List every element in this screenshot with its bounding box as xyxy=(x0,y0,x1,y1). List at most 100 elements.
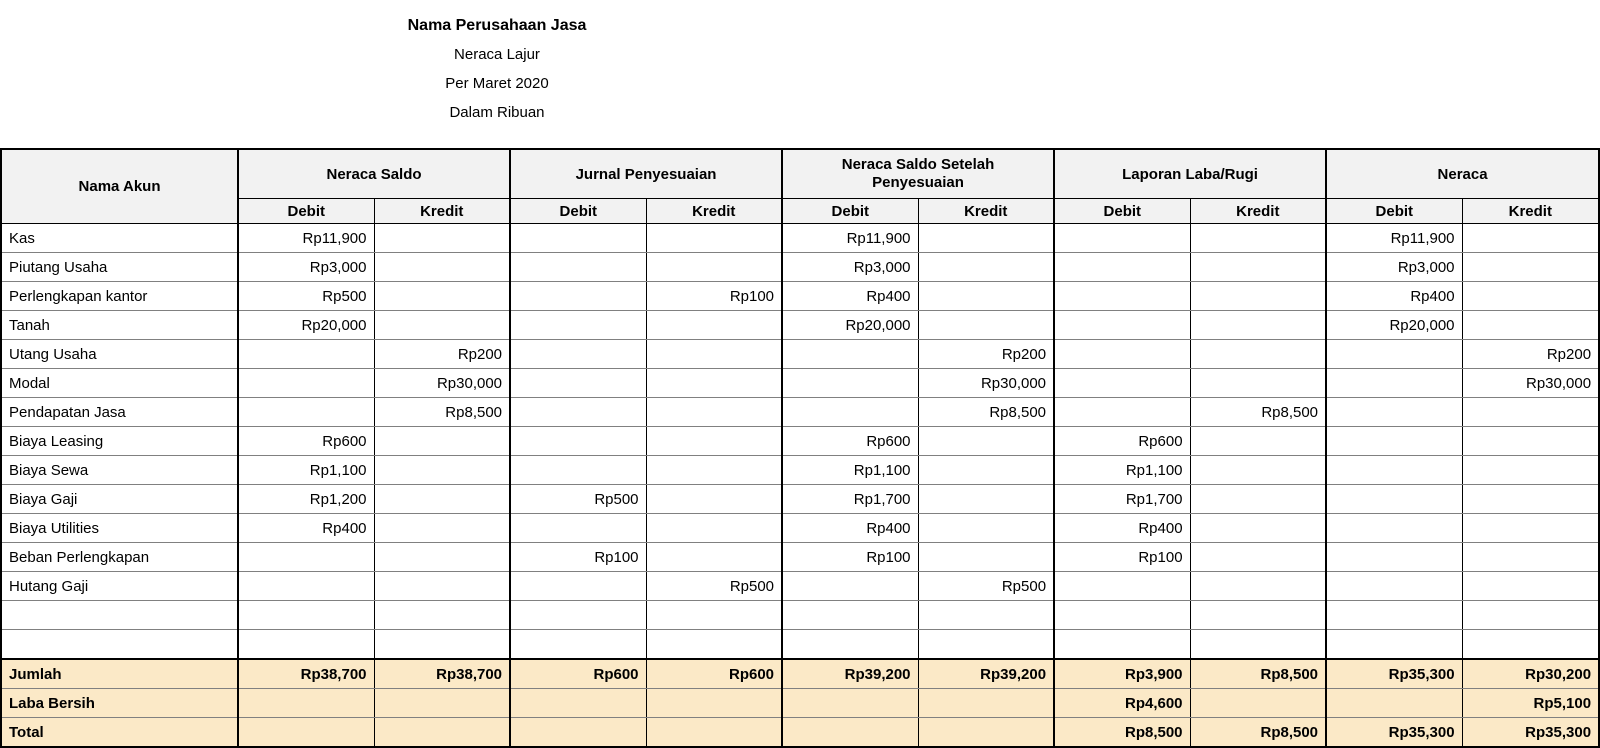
value-cell: Rp5,100 xyxy=(1461,688,1600,718)
value-cell xyxy=(373,688,512,718)
value-cell xyxy=(509,455,647,485)
value-cell xyxy=(1461,426,1600,456)
value-cell: Rp8,500 xyxy=(1189,397,1328,427)
account-name-cell xyxy=(0,600,239,630)
value-cell: Rp35,300 xyxy=(1325,717,1463,748)
value-cell xyxy=(1053,310,1191,340)
value-cell: Rp100 xyxy=(509,542,647,572)
value-cell xyxy=(645,542,784,572)
value-cell: Rp1,100 xyxy=(237,455,375,485)
value-cell xyxy=(781,397,919,427)
account-name-cell: Perlengkapan kantor xyxy=(0,281,239,311)
value-cell xyxy=(917,484,1056,514)
value-cell: Rp100 xyxy=(1053,542,1191,572)
table-row: Perlengkapan kantor Rp500 Rp100 Rp400 Rp400 xyxy=(0,281,1600,311)
value-cell: Rp400 xyxy=(781,513,919,543)
value-cell: Rp100 xyxy=(645,281,784,311)
value-cell xyxy=(509,571,647,601)
value-cell: Rp1,700 xyxy=(1053,484,1191,514)
value-cell xyxy=(781,368,919,398)
value-cell xyxy=(1325,600,1463,630)
value-cell: Rp35,300 xyxy=(1325,658,1463,689)
account-name-cell: Pendapatan Jasa xyxy=(0,397,239,427)
value-cell xyxy=(373,455,512,485)
value-cell xyxy=(1325,368,1463,398)
table-row: Modal Rp30,000 Rp30,000 Rp30,000 xyxy=(0,368,1600,398)
value-cell xyxy=(237,629,375,660)
value-cell xyxy=(1461,252,1600,282)
value-cell xyxy=(237,397,375,427)
value-cell xyxy=(509,717,647,748)
value-cell xyxy=(1053,339,1191,369)
value-cell xyxy=(645,339,784,369)
account-name-cell: Total xyxy=(0,717,239,748)
value-cell xyxy=(237,688,375,718)
value-cell xyxy=(645,688,784,718)
account-name-cell: Biaya Utilities xyxy=(0,513,239,543)
value-cell xyxy=(645,310,784,340)
value-cell xyxy=(373,223,512,253)
value-cell xyxy=(1053,281,1191,311)
value-cell: Rp11,900 xyxy=(237,223,375,253)
subheader-debit: Debit xyxy=(237,198,375,224)
value-cell xyxy=(917,513,1056,543)
report-unit: Dalam Ribuan xyxy=(449,104,545,121)
value-cell xyxy=(645,397,784,427)
value-cell xyxy=(917,455,1056,485)
value-cell xyxy=(509,368,647,398)
value-cell: Rp200 xyxy=(1461,339,1600,369)
value-cell xyxy=(373,717,512,748)
value-cell xyxy=(509,281,647,311)
value-cell xyxy=(509,310,647,340)
value-cell: Rp500 xyxy=(645,571,784,601)
value-cell xyxy=(1325,688,1463,718)
value-cell xyxy=(781,717,919,748)
value-cell xyxy=(1189,339,1328,369)
value-cell: Rp500 xyxy=(509,484,647,514)
value-cell: Rp20,000 xyxy=(237,310,375,340)
value-cell xyxy=(509,600,647,630)
value-cell xyxy=(373,484,512,514)
subheader-kredit: Kredit xyxy=(917,198,1056,224)
subheader-kredit: Kredit xyxy=(1461,198,1600,224)
value-cell xyxy=(917,252,1056,282)
value-cell xyxy=(1053,397,1191,427)
value-cell: Rp200 xyxy=(917,339,1056,369)
value-cell: Rp35,300 xyxy=(1461,717,1600,748)
value-cell: Rp600 xyxy=(645,658,784,689)
value-cell xyxy=(1461,223,1600,253)
table-row: Laba Bersih Rp4,600 Rp5,100 xyxy=(0,688,1600,718)
value-cell: Rp400 xyxy=(781,281,919,311)
value-cell: Rp8,500 xyxy=(1189,717,1328,748)
value-cell xyxy=(373,426,512,456)
table-row: Hutang Gaji Rp500 Rp500 xyxy=(0,571,1600,601)
value-cell: Rp20,000 xyxy=(781,310,919,340)
value-cell xyxy=(237,339,375,369)
value-cell xyxy=(781,600,919,630)
value-cell xyxy=(237,542,375,572)
value-cell xyxy=(373,629,512,660)
subheader-kredit: Kredit xyxy=(1189,198,1328,224)
value-cell xyxy=(373,600,512,630)
table-row xyxy=(0,600,1600,630)
value-cell xyxy=(1189,252,1328,282)
value-cell xyxy=(645,629,784,660)
value-cell xyxy=(509,629,647,660)
value-cell xyxy=(1189,368,1328,398)
value-cell xyxy=(645,252,784,282)
value-cell: Rp11,900 xyxy=(781,223,919,253)
account-name-cell: Biaya Leasing xyxy=(0,426,239,456)
value-cell: Rp3,900 xyxy=(1053,658,1191,689)
account-name-cell: Piutang Usaha xyxy=(0,252,239,282)
value-cell xyxy=(237,600,375,630)
table-row: Biaya Leasing Rp600 Rp600 Rp600 xyxy=(0,426,1600,456)
subheader-debit: Debit xyxy=(1053,198,1191,224)
company-name: Nama Perusahaan Jasa xyxy=(407,17,587,34)
report-period: Per Maret 2020 xyxy=(445,75,549,92)
table-group-header-row: Nama Akun Neraca Saldo Jurnal Penyesuaia… xyxy=(0,148,1600,224)
value-cell xyxy=(237,717,375,748)
value-cell xyxy=(1053,600,1191,630)
account-name-cell: Hutang Gaji xyxy=(0,571,239,601)
value-cell xyxy=(237,368,375,398)
value-cell xyxy=(1189,281,1328,311)
